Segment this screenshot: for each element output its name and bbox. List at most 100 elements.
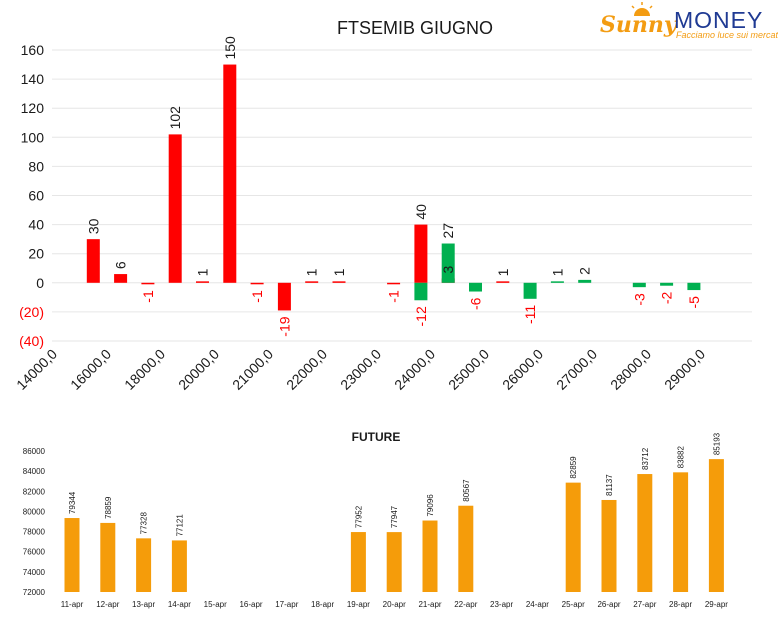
bar-green (578, 279, 592, 283)
x-tick-label: 25-apr (562, 600, 585, 609)
x-tick-label: 16000,0 (67, 346, 114, 393)
y-tick-label: 82000 (23, 487, 46, 496)
data-label: -6 (468, 297, 484, 310)
x-tick-label: 27-apr (633, 600, 656, 609)
x-tick-label: 25000,0 (445, 346, 492, 393)
sunny-money-logo: Sunny MONEY Facciamo luce sui mercati (600, 2, 778, 40)
bar-red (114, 274, 128, 283)
y-tick-label: 120 (21, 100, 45, 116)
x-tick-label: 15-apr (204, 600, 227, 609)
bar (64, 518, 80, 592)
data-label: -19 (276, 316, 292, 336)
bar (422, 520, 438, 592)
data-label: 79344 (68, 491, 77, 514)
data-label: 27 (440, 223, 456, 239)
data-label: 83882 (677, 446, 686, 469)
x-tick-label: 20000,0 (175, 346, 222, 393)
bar-green (632, 282, 646, 288)
y-tick-label: 100 (21, 129, 45, 145)
data-label: 77328 (140, 512, 149, 535)
bar-red (141, 282, 155, 285)
x-tick-label: 29000,0 (661, 346, 708, 393)
data-label: -5 (686, 296, 702, 309)
data-label: 102 (167, 106, 183, 130)
data-label: 1 (331, 268, 347, 276)
logo-name-part1: Sunny (600, 12, 679, 38)
chart-title: FUTURE (352, 430, 401, 444)
x-tick-label: 22-apr (454, 600, 477, 609)
bar (637, 474, 653, 592)
bar-green (550, 281, 564, 283)
x-tick-label: 24-apr (526, 600, 549, 609)
bar (565, 482, 581, 592)
y-tick-label: 74000 (23, 568, 46, 577)
x-tick-label: 17-apr (275, 600, 298, 609)
data-label: 1 (495, 268, 511, 276)
data-label: 77121 (175, 514, 184, 537)
chart-title: FTSEMIB GIUGNO (337, 18, 493, 38)
data-label: 79096 (426, 494, 435, 517)
bar-red (168, 134, 182, 283)
bar-green (441, 243, 455, 283)
data-label: 1 (304, 268, 320, 276)
y-tick-label: 60 (28, 188, 44, 204)
x-tick-label: 19-apr (347, 600, 370, 609)
x-tick-label: 21-apr (418, 600, 441, 609)
y-tick-label: 76000 (23, 548, 46, 557)
x-tick-label: 26-apr (597, 600, 620, 609)
bar (171, 540, 187, 592)
x-tick-label: 18-apr (311, 600, 334, 609)
y-tick-label: (20) (19, 304, 44, 320)
data-label: 77952 (354, 505, 363, 528)
bar (100, 522, 116, 592)
bar-green (660, 282, 674, 286)
data-label: 78859 (104, 496, 113, 519)
x-tick-label: 24000,0 (391, 346, 438, 393)
bar-green (414, 282, 428, 301)
x-tick-label: 22000,0 (283, 346, 330, 393)
x-tick-label: 23-apr (490, 600, 513, 609)
bar (458, 505, 474, 592)
data-label: 82859 (569, 456, 578, 479)
x-tick-label: 16-apr (239, 600, 262, 609)
logo-tagline: Facciamo luce sui mercati (676, 30, 778, 40)
y-tick-label: 140 (21, 71, 45, 87)
bar-red (496, 281, 510, 283)
x-tick-label: 12-apr (96, 600, 119, 609)
data-label: 30 (85, 218, 101, 234)
y-tick-label: 80000 (23, 507, 46, 516)
y-tick-label: 78000 (23, 528, 46, 537)
data-label: 40 (413, 204, 429, 220)
x-tick-label: 14-apr (168, 600, 191, 609)
bar-red (196, 281, 209, 283)
ftsemib-giugno-chart: FTSEMIB GIUGNO 160140120100806040200(20)… (13, 18, 752, 393)
bar-red (223, 64, 237, 283)
x-tick-label: 18000,0 (121, 346, 168, 393)
y-tick-label: 86000 (23, 447, 46, 456)
x-tick-label: 29-apr (705, 600, 728, 609)
y-tick-label: 84000 (23, 467, 46, 476)
data-label: 2 (577, 267, 593, 275)
data-label: 83712 (641, 447, 650, 470)
y-tick-label: 40 (28, 217, 44, 233)
data-label: -1 (140, 290, 156, 303)
y-tick-label: 0 (36, 275, 44, 291)
data-label: -11 (522, 305, 538, 324)
x-tick-label: 28000,0 (607, 346, 654, 393)
bar-red (277, 282, 291, 311)
future-chart: FUTURE 72000 74000 76000 78000 80000 82000 840… (23, 430, 729, 609)
data-label: 77947 (390, 505, 399, 528)
data-label: -2 (659, 292, 675, 305)
y-tick-label: 72000 (23, 588, 46, 597)
y-tick-label: (40) (19, 333, 44, 349)
sun-icon (631, 2, 653, 16)
bar-green (687, 282, 701, 291)
x-tick-label: 13-apr (132, 600, 155, 609)
x-tick-label: 21000,0 (229, 346, 276, 393)
x-tick-label: 27000,0 (553, 346, 600, 393)
bar-red (414, 224, 428, 283)
y-tick-label: 80 (28, 158, 44, 174)
bar (601, 499, 617, 592)
logo-name-part2: MONEY (674, 7, 763, 33)
bar-red (332, 281, 346, 283)
